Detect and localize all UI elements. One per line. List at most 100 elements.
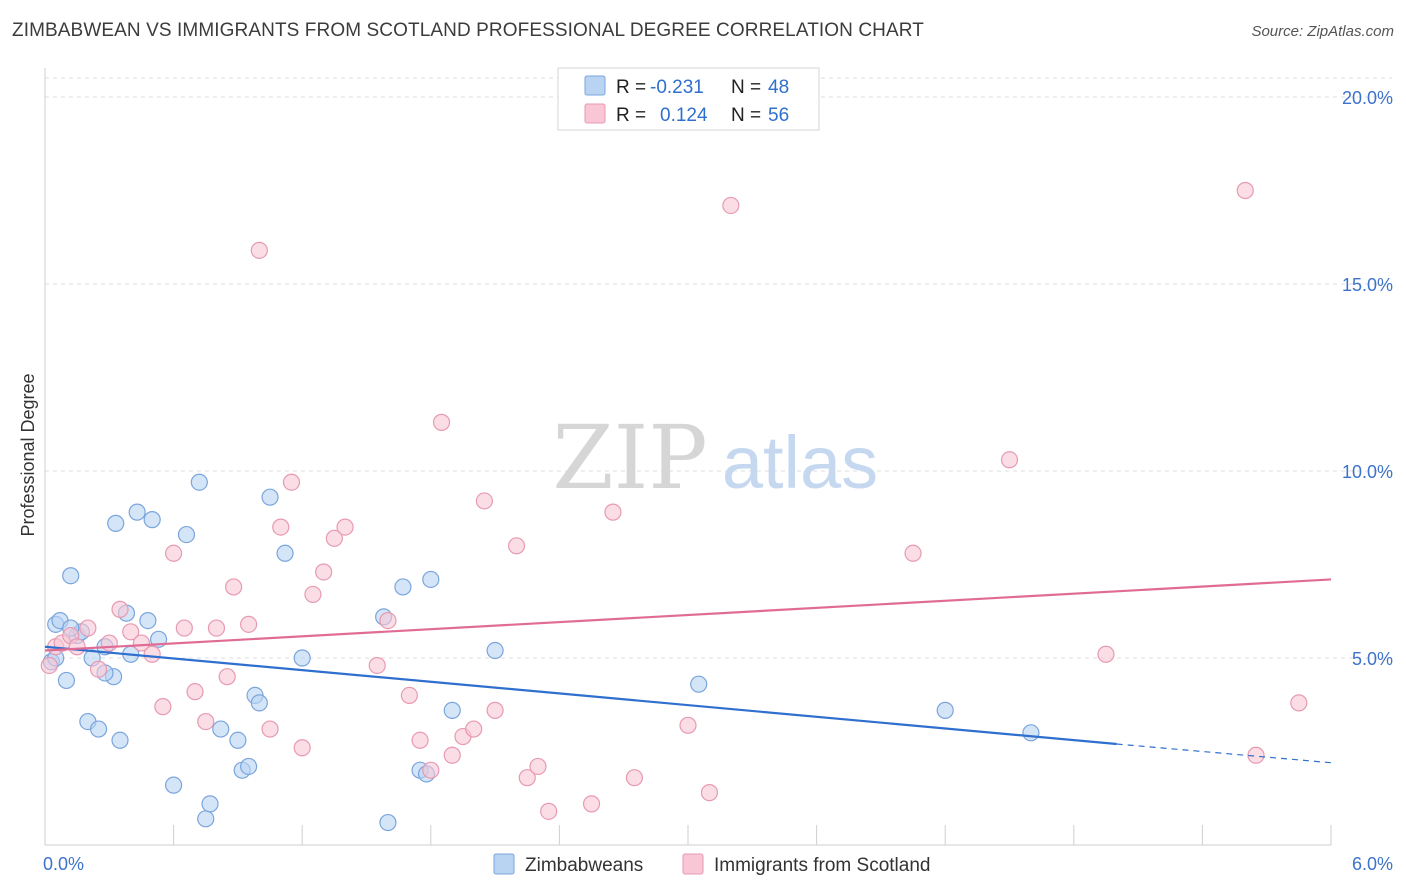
axes: 5.0% 10.0% 15.0% 20.0% 0.0% 6.0% (43, 68, 1393, 874)
scotland-point (400, 686, 418, 705)
legend-n-value: 56 (768, 105, 789, 126)
zimbabwean-point (89, 720, 108, 738)
scotland-point (443, 746, 461, 764)
scotland-point (225, 578, 243, 596)
zimbabwean-point (422, 570, 440, 589)
grid-lines (45, 77, 1392, 659)
zimbabwean-point (443, 701, 461, 719)
chart-source: Source: ZipAtlas.com (1251, 23, 1394, 40)
zimbabwean-point (394, 578, 412, 596)
scotland-point (507, 537, 526, 555)
scotland-point (143, 645, 161, 663)
scotland-point (79, 619, 97, 637)
scotland-point (540, 802, 558, 820)
legend-n-label: N = (731, 105, 761, 126)
scotland-point (154, 698, 172, 716)
scotland-point (89, 660, 108, 678)
zimbabwean-point (111, 731, 129, 749)
zimbabwean-point (276, 544, 294, 562)
scotland-point (1097, 645, 1115, 663)
scotland-point (529, 757, 547, 776)
scotland-point (293, 739, 311, 757)
scotland-point (68, 638, 86, 656)
legend-r-value: -0.231 (650, 77, 704, 98)
trend-lines (44, 578, 1332, 764)
zimbabwean-point (229, 731, 247, 749)
zimbabwean-point (107, 514, 125, 532)
scotland-point (218, 668, 236, 686)
scotland-point (165, 544, 183, 562)
scotland-point (518, 769, 536, 787)
zimbabwean-point (128, 503, 146, 521)
zimbabwean-point (201, 795, 219, 813)
trend-line-zimbabweans (44, 645, 1117, 746)
scotland-point (379, 611, 397, 630)
zimbabwean-point (212, 720, 230, 738)
scotland-point (1236, 181, 1254, 200)
scotland-point (325, 529, 343, 547)
scotland-point (250, 241, 268, 259)
legend-box: R = -0.231 N = 48 R = 0.124 N = 56 (557, 67, 820, 131)
zimbabwean-point (240, 757, 258, 776)
zimbabwean-point (190, 473, 208, 491)
scotland-point (1247, 746, 1265, 764)
x-tick-label: 0.0% (43, 854, 84, 874)
zimbabwean-point (57, 671, 76, 690)
watermark-zip: ZIP (552, 406, 707, 509)
scotland-point (122, 623, 140, 641)
bottom-legend-label-scotland: Immigrants from Scotland (714, 855, 930, 876)
legend-r-label: R = (616, 105, 646, 126)
scotland-point (475, 492, 493, 510)
bottom-legend: Zimbabweans Immigrants from Scotland (493, 853, 930, 876)
trend-line-zimbabweans-extension (1116, 743, 1332, 764)
chart-title: ZIMBABWEAN VS IMMIGRANTS FROM SCOTLAND P… (12, 20, 924, 41)
scotland-point (1290, 694, 1308, 712)
scotland-point (1000, 451, 1019, 469)
scotland-point (486, 701, 504, 719)
legend-swatch-scotland (584, 103, 606, 124)
legend-r-label: R = (616, 77, 646, 98)
scotland-point (207, 619, 226, 637)
zimbabwean-point (165, 776, 183, 794)
zimbabwean-point (293, 649, 311, 667)
scotland-point (422, 761, 440, 779)
scotland-point (336, 518, 354, 536)
scotland-point (240, 615, 258, 633)
legend-swatch-zimbabweans (584, 75, 606, 96)
watermark-atlas: atlas (722, 421, 878, 504)
scotland-point (432, 413, 451, 431)
bottom-legend-swatch-scotland (682, 853, 704, 875)
scotland-point (272, 518, 290, 536)
zimbabwean-point (250, 694, 268, 712)
scotland-point (411, 731, 429, 749)
trend-line-scotland (44, 578, 1332, 652)
zimbabwean-point (690, 675, 708, 693)
scotland-point (368, 656, 386, 675)
legend-n-label: N = (731, 77, 761, 98)
scotland-point (722, 196, 740, 215)
y-tick-label: 5.0% (1352, 649, 1393, 669)
zimbabwean-point (197, 810, 215, 828)
zimbabwean-point (379, 813, 397, 832)
zimbabwean-point (177, 525, 196, 544)
x-tick-label: 6.0% (1352, 854, 1393, 874)
scotland-point (700, 784, 719, 802)
scotland-point (261, 720, 279, 738)
zimbabwean-point (1022, 724, 1040, 742)
legend-r-value: 0.124 (660, 105, 708, 126)
scotland-point (282, 473, 301, 491)
scotland-point (465, 720, 483, 738)
zimbabwean-point (62, 567, 80, 585)
y-axis-title: Professional Degree (18, 373, 38, 536)
scotland-point (175, 619, 193, 637)
zimbabwean-point (143, 511, 161, 529)
scotland-point (132, 634, 151, 652)
zimbabwean-point (486, 641, 504, 660)
scotland-point (904, 544, 922, 562)
legend-n-value: 48 (768, 77, 789, 98)
scotland-point (315, 563, 333, 581)
scotland-point (304, 585, 322, 604)
scotland-point (186, 683, 204, 701)
watermark: ZIP atlas (552, 406, 878, 509)
bottom-legend-label-zimbabweans: Zimbabweans (525, 855, 643, 876)
